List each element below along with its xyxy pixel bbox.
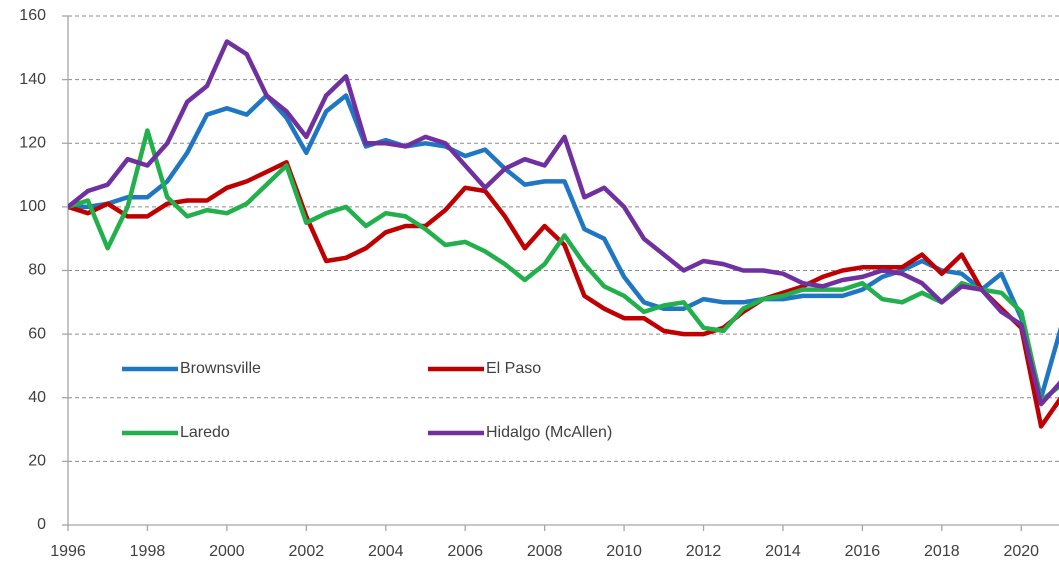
y-tick-label: 140 xyxy=(19,71,46,88)
y-tick-label: 0 xyxy=(37,516,46,533)
x-tick-label: 2020 xyxy=(1003,543,1039,560)
x-tick-label: 2000 xyxy=(209,543,245,560)
legend-label: Laredo xyxy=(180,424,230,441)
x-tick-label: 2010 xyxy=(606,543,642,560)
x-tick-label: 2002 xyxy=(289,543,325,560)
y-tick-label: 160 xyxy=(19,7,46,24)
x-tick-label: 2012 xyxy=(686,543,722,560)
x-tick-label: 2008 xyxy=(527,543,563,560)
x-tick-label: 2014 xyxy=(765,543,801,560)
y-tick-label: 120 xyxy=(19,134,46,151)
legend-label: El Paso xyxy=(486,360,541,377)
y-tick-label: 40 xyxy=(28,389,46,406)
x-tick-label: 2016 xyxy=(845,543,881,560)
y-tick-label: 20 xyxy=(28,453,46,470)
x-tick-label: 2018 xyxy=(924,543,960,560)
series-line xyxy=(68,39,1059,407)
y-tick-label: 60 xyxy=(28,325,46,342)
legend-label: Brownsville xyxy=(180,360,261,377)
series-line xyxy=(68,160,1059,429)
x-tick-label: 1996 xyxy=(50,543,86,560)
legend-label: Hidalgo (McAllen) xyxy=(486,424,612,441)
x-tick-label: 1998 xyxy=(130,543,166,560)
y-tick-label: 80 xyxy=(28,262,46,279)
x-tick-label: 2004 xyxy=(368,543,404,560)
x-tick-label: 2006 xyxy=(447,543,483,560)
series-line xyxy=(68,128,1059,404)
y-tick-label: 100 xyxy=(19,198,46,215)
